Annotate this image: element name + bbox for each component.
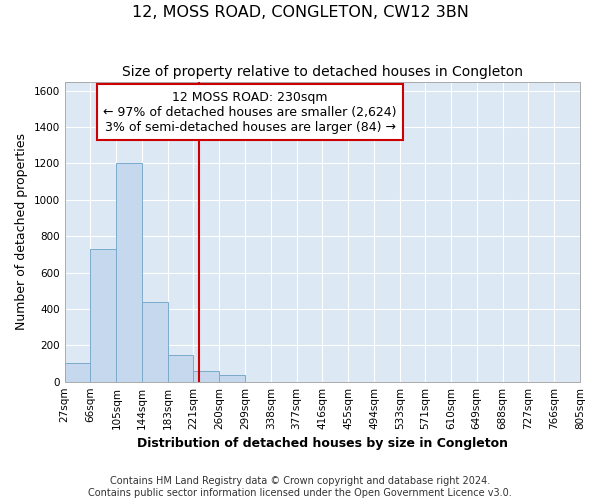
Bar — [193, 371, 219, 382]
Y-axis label: Number of detached properties: Number of detached properties — [15, 133, 28, 330]
Bar — [116, 164, 142, 382]
Bar — [65, 364, 91, 382]
Text: 12 MOSS ROAD: 230sqm
← 97% of detached houses are smaller (2,624)
3% of semi-det: 12 MOSS ROAD: 230sqm ← 97% of detached h… — [103, 90, 397, 134]
Bar — [219, 376, 245, 382]
Text: Contains HM Land Registry data © Crown copyright and database right 2024.
Contai: Contains HM Land Registry data © Crown c… — [88, 476, 512, 498]
Bar — [168, 356, 193, 382]
Title: Size of property relative to detached houses in Congleton: Size of property relative to detached ho… — [122, 65, 523, 79]
Bar — [142, 302, 168, 382]
Bar — [91, 249, 116, 382]
Text: 12, MOSS ROAD, CONGLETON, CW12 3BN: 12, MOSS ROAD, CONGLETON, CW12 3BN — [131, 5, 469, 20]
X-axis label: Distribution of detached houses by size in Congleton: Distribution of detached houses by size … — [137, 437, 508, 450]
